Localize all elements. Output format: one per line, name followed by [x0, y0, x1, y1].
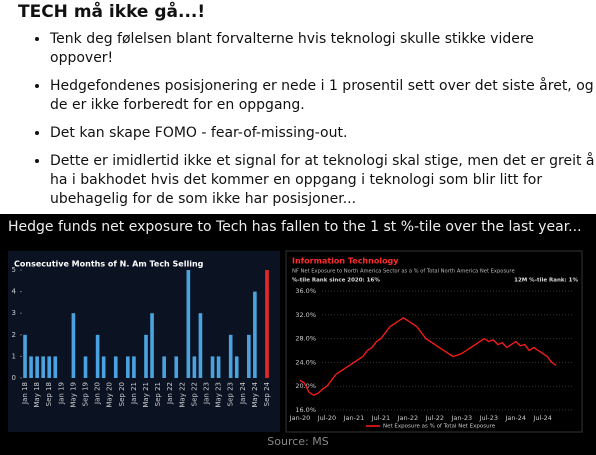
chart-title: Information Technology: [292, 257, 399, 266]
y-tick-label: 28.0%: [295, 335, 316, 343]
bullet: Hedgefondenes posisjonering er nede i 1 …: [50, 77, 595, 115]
chart-title: Consecutive Months of N. Am Tech Selling: [14, 260, 204, 269]
x-tick-label: May 24: [251, 381, 259, 407]
bullet: Tenk deg følelsen blant forvalterne hvis…: [50, 30, 595, 68]
x-tick-label: Jan 23: [202, 382, 210, 405]
bar: [198, 313, 203, 378]
x-tick-label: Sep 24: [263, 381, 271, 406]
y-tick-label: 4: [12, 288, 17, 296]
right-panel: [285, 250, 583, 433]
y-tick-label: 16.0%: [295, 406, 316, 414]
bar: [210, 356, 215, 378]
bar: [113, 356, 118, 378]
x-tick-label: May 21: [142, 382, 150, 408]
y-tick-label: 36.0%: [295, 287, 316, 295]
note: 12M %-tile Rank: 1%: [514, 278, 578, 284]
bar: [95, 334, 100, 378]
x-tick-label: Jan 22: [166, 382, 174, 405]
x-tick-label: Sep 20: [118, 382, 126, 406]
bar: [265, 270, 269, 378]
caption: Hedge funds net exposure to Tech has fal…: [8, 219, 582, 235]
bar: [53, 356, 58, 378]
y-tick-label: 2: [12, 331, 16, 339]
x-tick-label: May 19: [69, 382, 77, 408]
charts: Consecutive Months of N. Am Tech Selling…: [8, 250, 583, 433]
bar: [192, 356, 197, 378]
bar: [71, 313, 76, 378]
x-tick-label: Jul-24: [532, 414, 551, 422]
bullet-list: Tenk deg følelsen blant forvalterne hvis…: [28, 30, 595, 218]
bar: [234, 356, 239, 378]
x-tick-label: Jan-21: [343, 414, 365, 422]
x-tick-label: Sep 19: [82, 382, 90, 406]
bar: [126, 356, 130, 378]
x-tick-label: Jul-22: [425, 414, 444, 422]
x-tick-label: Jan-24: [504, 414, 526, 422]
bar: [186, 270, 191, 378]
x-tick-label: Jan 18: [21, 382, 29, 405]
x-tick-label: Jan-20: [289, 414, 311, 422]
x-tick-label: May 20: [106, 382, 114, 408]
post-text: TECH må ikke gå...! Tenk deg følelsen bl…: [0, 0, 596, 214]
bar: [162, 356, 166, 378]
bar: [23, 334, 27, 378]
bar: [247, 334, 251, 378]
y-tick-label: 0: [12, 374, 16, 382]
x-tick-label: Sep 21: [154, 382, 162, 406]
bar: [253, 291, 257, 378]
line: [299, 316, 557, 396]
x-tick-label: Sep 22: [190, 382, 198, 406]
y-tick-label: 3: [12, 309, 16, 317]
x-tick-label: Jul-23: [479, 414, 498, 422]
x-tick-label: Jan 24: [239, 381, 247, 404]
source: Source: MS: [267, 435, 329, 448]
x-tick-label: Jan 19: [57, 382, 65, 405]
bar: [228, 334, 233, 378]
bullet: Det kan skape FOMO - fear-of-missing-out…: [50, 124, 595, 143]
x-tick-label: Sep 23: [227, 382, 235, 406]
legend-label: Net Exposure as % of Total Net Exposure: [383, 424, 496, 430]
bar: [29, 356, 33, 378]
y-tick-label: 32.0%: [295, 311, 316, 319]
bar: [216, 356, 221, 378]
x-tick-label: Jul-21: [371, 414, 390, 422]
title: TECH må ikke gå...!: [18, 2, 206, 22]
x-tick-label: May 23: [215, 382, 223, 408]
x-tick-label: Jan 20: [94, 382, 102, 405]
x-tick-label: May 22: [178, 382, 186, 408]
bar: [150, 313, 154, 378]
x-tick-label: Sep 18: [45, 382, 53, 406]
note: %-tile Rank since 2020: 16%: [292, 278, 380, 284]
bar: [41, 356, 45, 378]
bar: [101, 356, 106, 378]
bar: [35, 356, 39, 378]
chart-image: Hedge funds net exposure to Tech has fal…: [0, 214, 596, 455]
bar: [47, 356, 52, 378]
bar: [132, 356, 136, 378]
y-tick-label: 1: [12, 352, 16, 360]
y-tick-label: 24.0%: [295, 358, 316, 366]
x-tick-label: Jan-22: [397, 414, 419, 422]
y-tick-label: 5: [12, 266, 16, 274]
bar: [144, 334, 148, 378]
subtitle: NF Net Exposure to North America Sector …: [292, 269, 515, 275]
x-tick-label: May 18: [33, 382, 41, 408]
x-tick-label: Jan 21: [130, 382, 138, 405]
bullet: Dette er imidlertid ikke et signal for a…: [50, 152, 595, 209]
x-tick-label: Jan-23: [450, 414, 472, 422]
bar: [174, 356, 179, 378]
x-tick-label: Jul-20: [317, 414, 336, 422]
left-panel: [8, 251, 280, 432]
bar: [83, 356, 88, 378]
